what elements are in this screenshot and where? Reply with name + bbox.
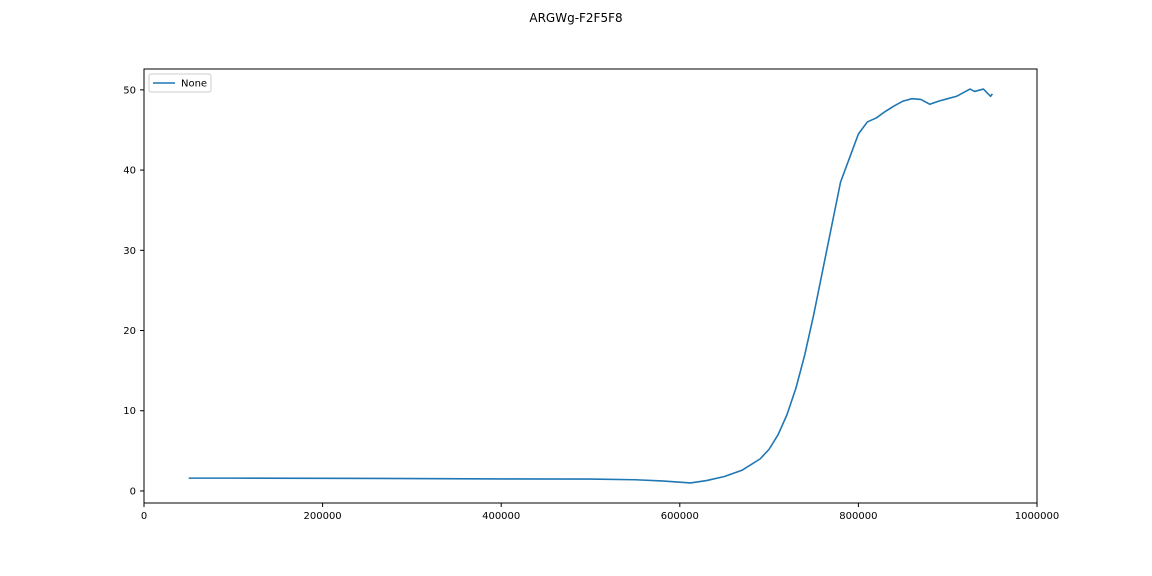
y-tick-label: 30 <box>123 246 136 257</box>
legend-label: None <box>181 79 207 90</box>
x-tick-label: 1000000 <box>1015 511 1060 522</box>
plot-area <box>143 68 1038 504</box>
y-tick-label: 50 <box>123 85 136 96</box>
y-tick-label: 40 <box>123 166 136 177</box>
x-axis: 0 200000 400000 600000 800000 1000000 <box>141 503 1059 522</box>
y-tick-label: 20 <box>123 326 136 337</box>
series-line <box>188 88 993 484</box>
x-tick-label: 0 <box>141 511 147 522</box>
y-tick-label: 0 <box>130 486 136 497</box>
legend: None <box>148 73 212 93</box>
x-tick-label: 800000 <box>839 511 877 522</box>
y-tick-label: 10 <box>123 406 136 417</box>
legend-box <box>148 73 212 93</box>
y-axis: 0 10 20 30 40 50 <box>123 85 144 497</box>
chart-title: ARGWg-F2F5F8 <box>529 11 622 25</box>
x-tick-label: 200000 <box>304 511 342 522</box>
x-tick-label: 600000 <box>661 511 699 522</box>
x-tick-label: 400000 <box>482 511 520 522</box>
series-layer <box>188 88 993 484</box>
